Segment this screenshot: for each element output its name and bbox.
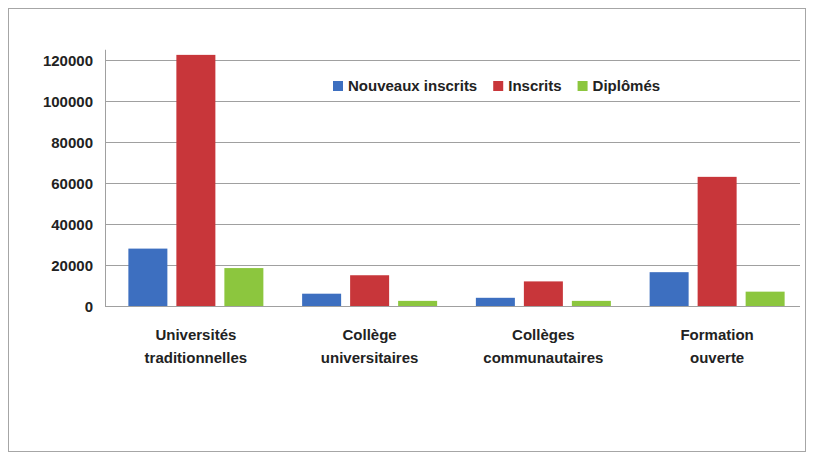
chart: 0 20000 40000 60000 80000 100000 120000 Univers… xyxy=(0,0,818,460)
bars xyxy=(128,55,784,306)
category-label-line: traditionnelles xyxy=(145,349,248,366)
bar xyxy=(746,292,785,306)
category-label: Collège universitaires xyxy=(321,326,419,366)
y-tick-label: 0 xyxy=(85,298,93,315)
bar xyxy=(650,272,689,306)
frame xyxy=(9,9,806,452)
category-label-line: Collèges xyxy=(512,326,575,343)
y-tick-label: 120000 xyxy=(43,52,93,69)
y-axis-line xyxy=(105,50,106,306)
legend-label: Nouveaux inscrits xyxy=(348,77,477,94)
y-tick-label: 40000 xyxy=(51,216,93,233)
legend-label: Inscrits xyxy=(508,77,561,94)
grid-line xyxy=(105,306,800,307)
legend-label: Diplômés xyxy=(593,77,661,94)
legend-swatch xyxy=(578,81,588,91)
bar xyxy=(302,294,341,306)
bar xyxy=(698,177,737,306)
bar xyxy=(224,268,263,306)
category-label-line: Universités xyxy=(155,326,236,343)
category-label: Formation ouverte xyxy=(680,326,753,366)
bar xyxy=(128,249,167,306)
legend-swatch xyxy=(333,81,343,91)
category-label-line: universitaires xyxy=(321,349,419,366)
bar xyxy=(176,55,215,306)
category-label-line: ouverte xyxy=(690,349,744,366)
legend-swatch xyxy=(493,81,503,91)
y-tick-label: 80000 xyxy=(51,134,93,151)
category-label-line: Formation xyxy=(680,326,753,343)
category-label: Universités traditionnelles xyxy=(145,326,248,366)
bar xyxy=(398,301,437,306)
category-label: Collèges communautaires xyxy=(483,326,603,366)
category-label-line: communautaires xyxy=(483,349,603,366)
bar xyxy=(524,281,563,306)
category-label-line: Collège xyxy=(343,326,397,343)
y-tick-label: 20000 xyxy=(51,257,93,274)
legend: Nouveaux inscrits Inscrits Diplômés xyxy=(333,77,660,94)
y-tick-label: 60000 xyxy=(51,175,93,192)
y-tick-label: 100000 xyxy=(43,93,93,110)
bar xyxy=(476,298,515,306)
bar xyxy=(350,275,389,306)
bar xyxy=(572,301,611,306)
